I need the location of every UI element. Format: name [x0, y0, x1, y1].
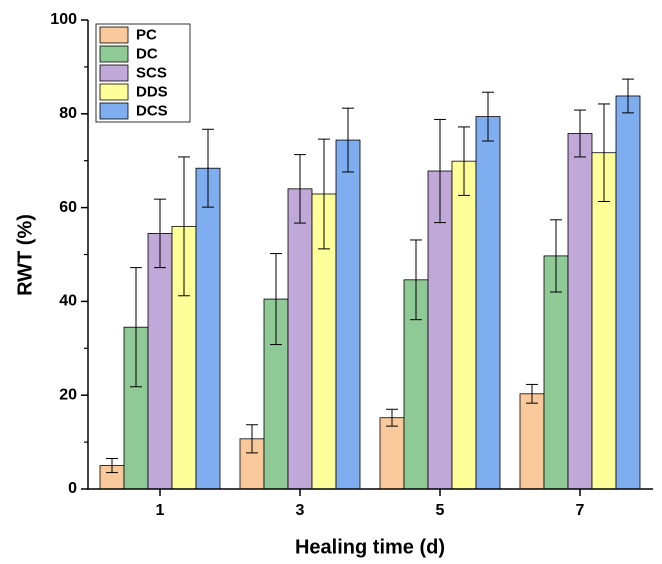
error-bar: [622, 78, 634, 114]
x-tick-label: 7: [576, 502, 585, 519]
error-bar: [178, 156, 190, 297]
y-tick-label: 0: [68, 480, 77, 497]
bar: [335, 139, 361, 490]
x-tick-label: 3: [296, 502, 305, 519]
error-bar: [106, 458, 118, 474]
legend-label: SCS: [136, 64, 167, 81]
error-bar: [270, 253, 282, 346]
x-tick-label: 5: [436, 502, 445, 519]
y-axis-title: RWT (%): [14, 214, 36, 296]
y-tick-label: 60: [59, 199, 77, 216]
bar: [615, 95, 641, 490]
y-tick-label: 100: [50, 11, 77, 28]
error-bar: [318, 138, 330, 250]
legend-swatch: [99, 83, 129, 101]
bar: [475, 116, 501, 490]
bar: [567, 133, 593, 490]
bar: [287, 188, 313, 490]
error-bar: [410, 239, 422, 321]
error-bar: [154, 198, 166, 269]
error-bar: [526, 383, 538, 404]
y-tick-label: 40: [59, 293, 77, 310]
legend-swatch: [99, 26, 129, 44]
error-bar: [598, 103, 610, 203]
legend-swatch: [99, 102, 129, 120]
bar: [519, 393, 545, 490]
bar: [591, 152, 617, 490]
y-tick-label: 80: [59, 105, 77, 122]
error-bar: [202, 128, 214, 208]
legend-label: DDS: [136, 83, 168, 100]
error-bar: [386, 408, 398, 427]
error-bar: [482, 91, 494, 142]
legend-label: DC: [136, 45, 158, 62]
x-axis-title: Healing time (d): [295, 536, 445, 558]
bar: [427, 170, 453, 490]
error-bar: [574, 109, 586, 158]
bar: [451, 160, 477, 490]
error-bar: [550, 219, 562, 293]
error-bar: [294, 154, 306, 224]
error-bar: [458, 126, 470, 196]
bar: [379, 417, 405, 490]
error-bar: [434, 118, 446, 224]
error-bar: [130, 267, 142, 388]
legend-swatch: [99, 45, 129, 63]
x-tick-label: 1: [156, 502, 165, 519]
bar: [147, 232, 173, 490]
bar: [195, 167, 221, 490]
y-tick-label: 20: [59, 386, 77, 403]
legend-swatch: [99, 64, 129, 82]
legend-label: DCS: [136, 102, 168, 119]
error-bar: [342, 107, 354, 173]
error-bar: [246, 424, 258, 454]
legend-label: PC: [136, 26, 157, 43]
